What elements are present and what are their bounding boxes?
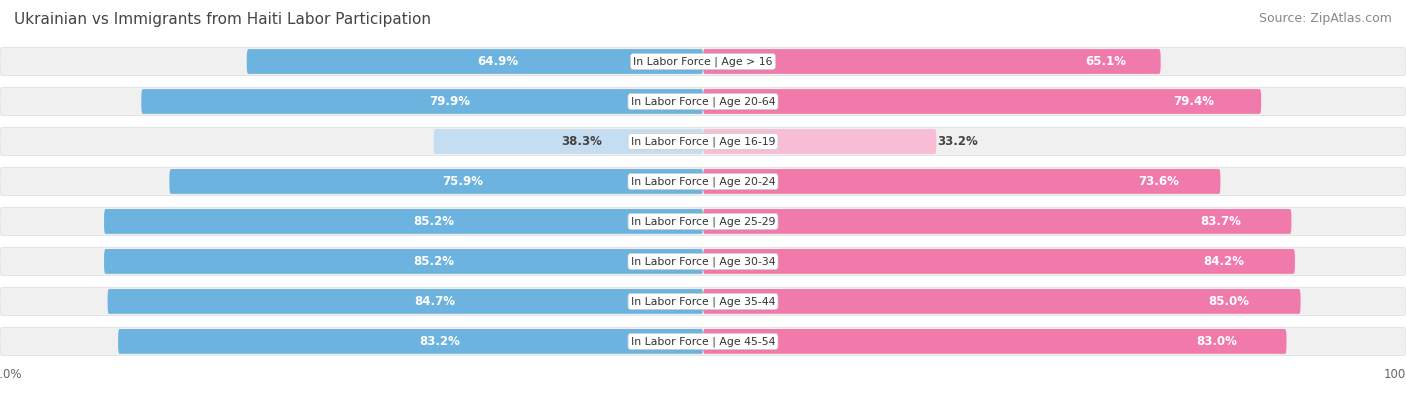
Text: 85.2%: 85.2%	[413, 255, 454, 268]
Text: 85.2%: 85.2%	[413, 215, 454, 228]
FancyBboxPatch shape	[0, 327, 1406, 356]
FancyBboxPatch shape	[118, 329, 703, 354]
FancyBboxPatch shape	[703, 209, 1292, 234]
Text: In Labor Force | Age 16-19: In Labor Force | Age 16-19	[631, 136, 775, 147]
FancyBboxPatch shape	[703, 129, 936, 154]
FancyBboxPatch shape	[0, 47, 1406, 75]
Text: In Labor Force | Age 20-24: In Labor Force | Age 20-24	[631, 176, 775, 187]
FancyBboxPatch shape	[703, 329, 1286, 354]
FancyBboxPatch shape	[246, 49, 703, 74]
Text: In Labor Force | Age 35-44: In Labor Force | Age 35-44	[631, 296, 775, 307]
Text: In Labor Force | Age 20-64: In Labor Force | Age 20-64	[631, 96, 775, 107]
Text: In Labor Force | Age 30-34: In Labor Force | Age 30-34	[631, 256, 775, 267]
Text: Source: ZipAtlas.com: Source: ZipAtlas.com	[1258, 12, 1392, 25]
FancyBboxPatch shape	[703, 249, 1295, 274]
FancyBboxPatch shape	[703, 289, 1301, 314]
Text: In Labor Force | Age > 16: In Labor Force | Age > 16	[633, 56, 773, 67]
Text: 38.3%: 38.3%	[561, 135, 602, 148]
Text: 75.9%: 75.9%	[443, 175, 484, 188]
FancyBboxPatch shape	[0, 288, 1406, 316]
FancyBboxPatch shape	[104, 209, 703, 234]
Text: 83.7%: 83.7%	[1201, 215, 1241, 228]
Text: 84.7%: 84.7%	[415, 295, 456, 308]
FancyBboxPatch shape	[141, 89, 703, 114]
Text: 83.0%: 83.0%	[1197, 335, 1237, 348]
FancyBboxPatch shape	[169, 169, 703, 194]
FancyBboxPatch shape	[434, 129, 703, 154]
FancyBboxPatch shape	[703, 169, 1220, 194]
FancyBboxPatch shape	[703, 89, 1261, 114]
FancyBboxPatch shape	[104, 249, 703, 274]
Text: 33.2%: 33.2%	[938, 135, 977, 148]
FancyBboxPatch shape	[0, 87, 1406, 115]
Text: In Labor Force | Age 45-54: In Labor Force | Age 45-54	[631, 336, 775, 347]
Text: In Labor Force | Age 25-29: In Labor Force | Age 25-29	[631, 216, 775, 227]
FancyBboxPatch shape	[107, 289, 703, 314]
Text: 84.2%: 84.2%	[1204, 255, 1244, 268]
Text: 83.2%: 83.2%	[419, 335, 460, 348]
FancyBboxPatch shape	[0, 207, 1406, 235]
FancyBboxPatch shape	[0, 247, 1406, 275]
Text: 64.9%: 64.9%	[477, 55, 519, 68]
FancyBboxPatch shape	[0, 128, 1406, 156]
FancyBboxPatch shape	[0, 167, 1406, 196]
FancyBboxPatch shape	[703, 49, 1161, 74]
Text: Ukrainian vs Immigrants from Haiti Labor Participation: Ukrainian vs Immigrants from Haiti Labor…	[14, 12, 432, 27]
Text: 79.9%: 79.9%	[430, 95, 471, 108]
Text: 85.0%: 85.0%	[1208, 295, 1250, 308]
Text: 73.6%: 73.6%	[1137, 175, 1178, 188]
Text: 79.4%: 79.4%	[1174, 95, 1215, 108]
Text: 65.1%: 65.1%	[1085, 55, 1126, 68]
